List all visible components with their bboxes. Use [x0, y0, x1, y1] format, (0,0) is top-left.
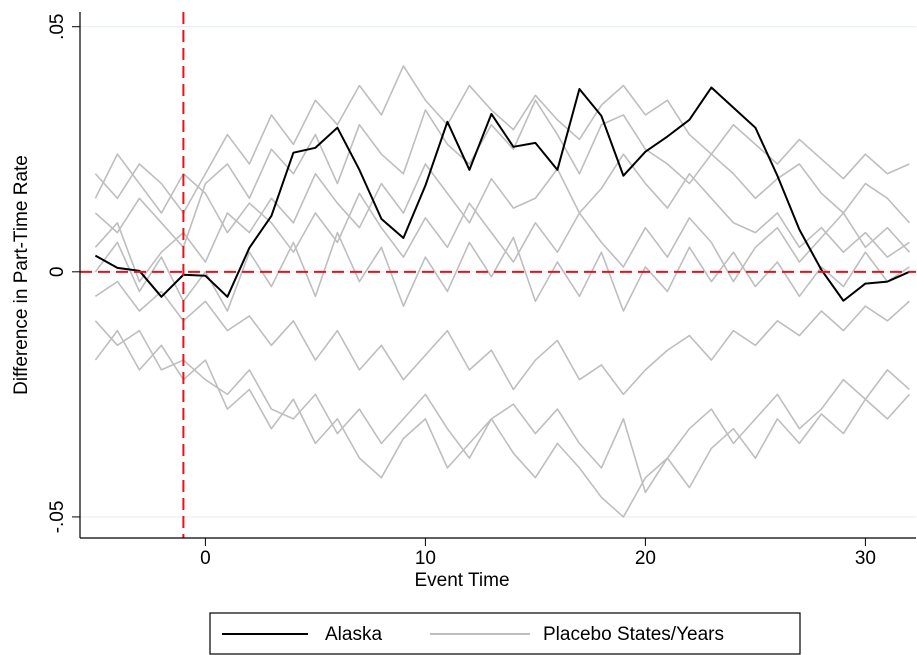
placebo-line — [94, 320, 910, 494]
placebo-line — [94, 153, 910, 283]
placebo-line — [94, 65, 910, 214]
y-axis-label: Difference in Part-Time Rate — [11, 155, 32, 395]
legend-label: Placebo States/Years — [543, 624, 724, 645]
series-line — [94, 86, 910, 302]
placebo-line — [94, 280, 910, 396]
placebo-line — [94, 231, 910, 312]
x-tick-label: 0 — [200, 548, 211, 569]
y-tick-label: 0 — [47, 267, 68, 278]
placebo-line — [94, 329, 910, 518]
placebo-line — [94, 99, 910, 249]
x-tick-label: 10 — [415, 548, 436, 569]
x-tick-label: 20 — [635, 548, 656, 569]
y-tick-label: .05 — [47, 13, 68, 39]
legend-label: Alaska — [325, 624, 382, 645]
placebo-line — [94, 153, 910, 283]
y-tick-label: -.05 — [47, 501, 68, 534]
x-axis-label: Event Time — [414, 570, 509, 591]
x-tick-label: 30 — [855, 548, 876, 569]
legend: Alaska Placebo States/Years — [209, 612, 801, 655]
